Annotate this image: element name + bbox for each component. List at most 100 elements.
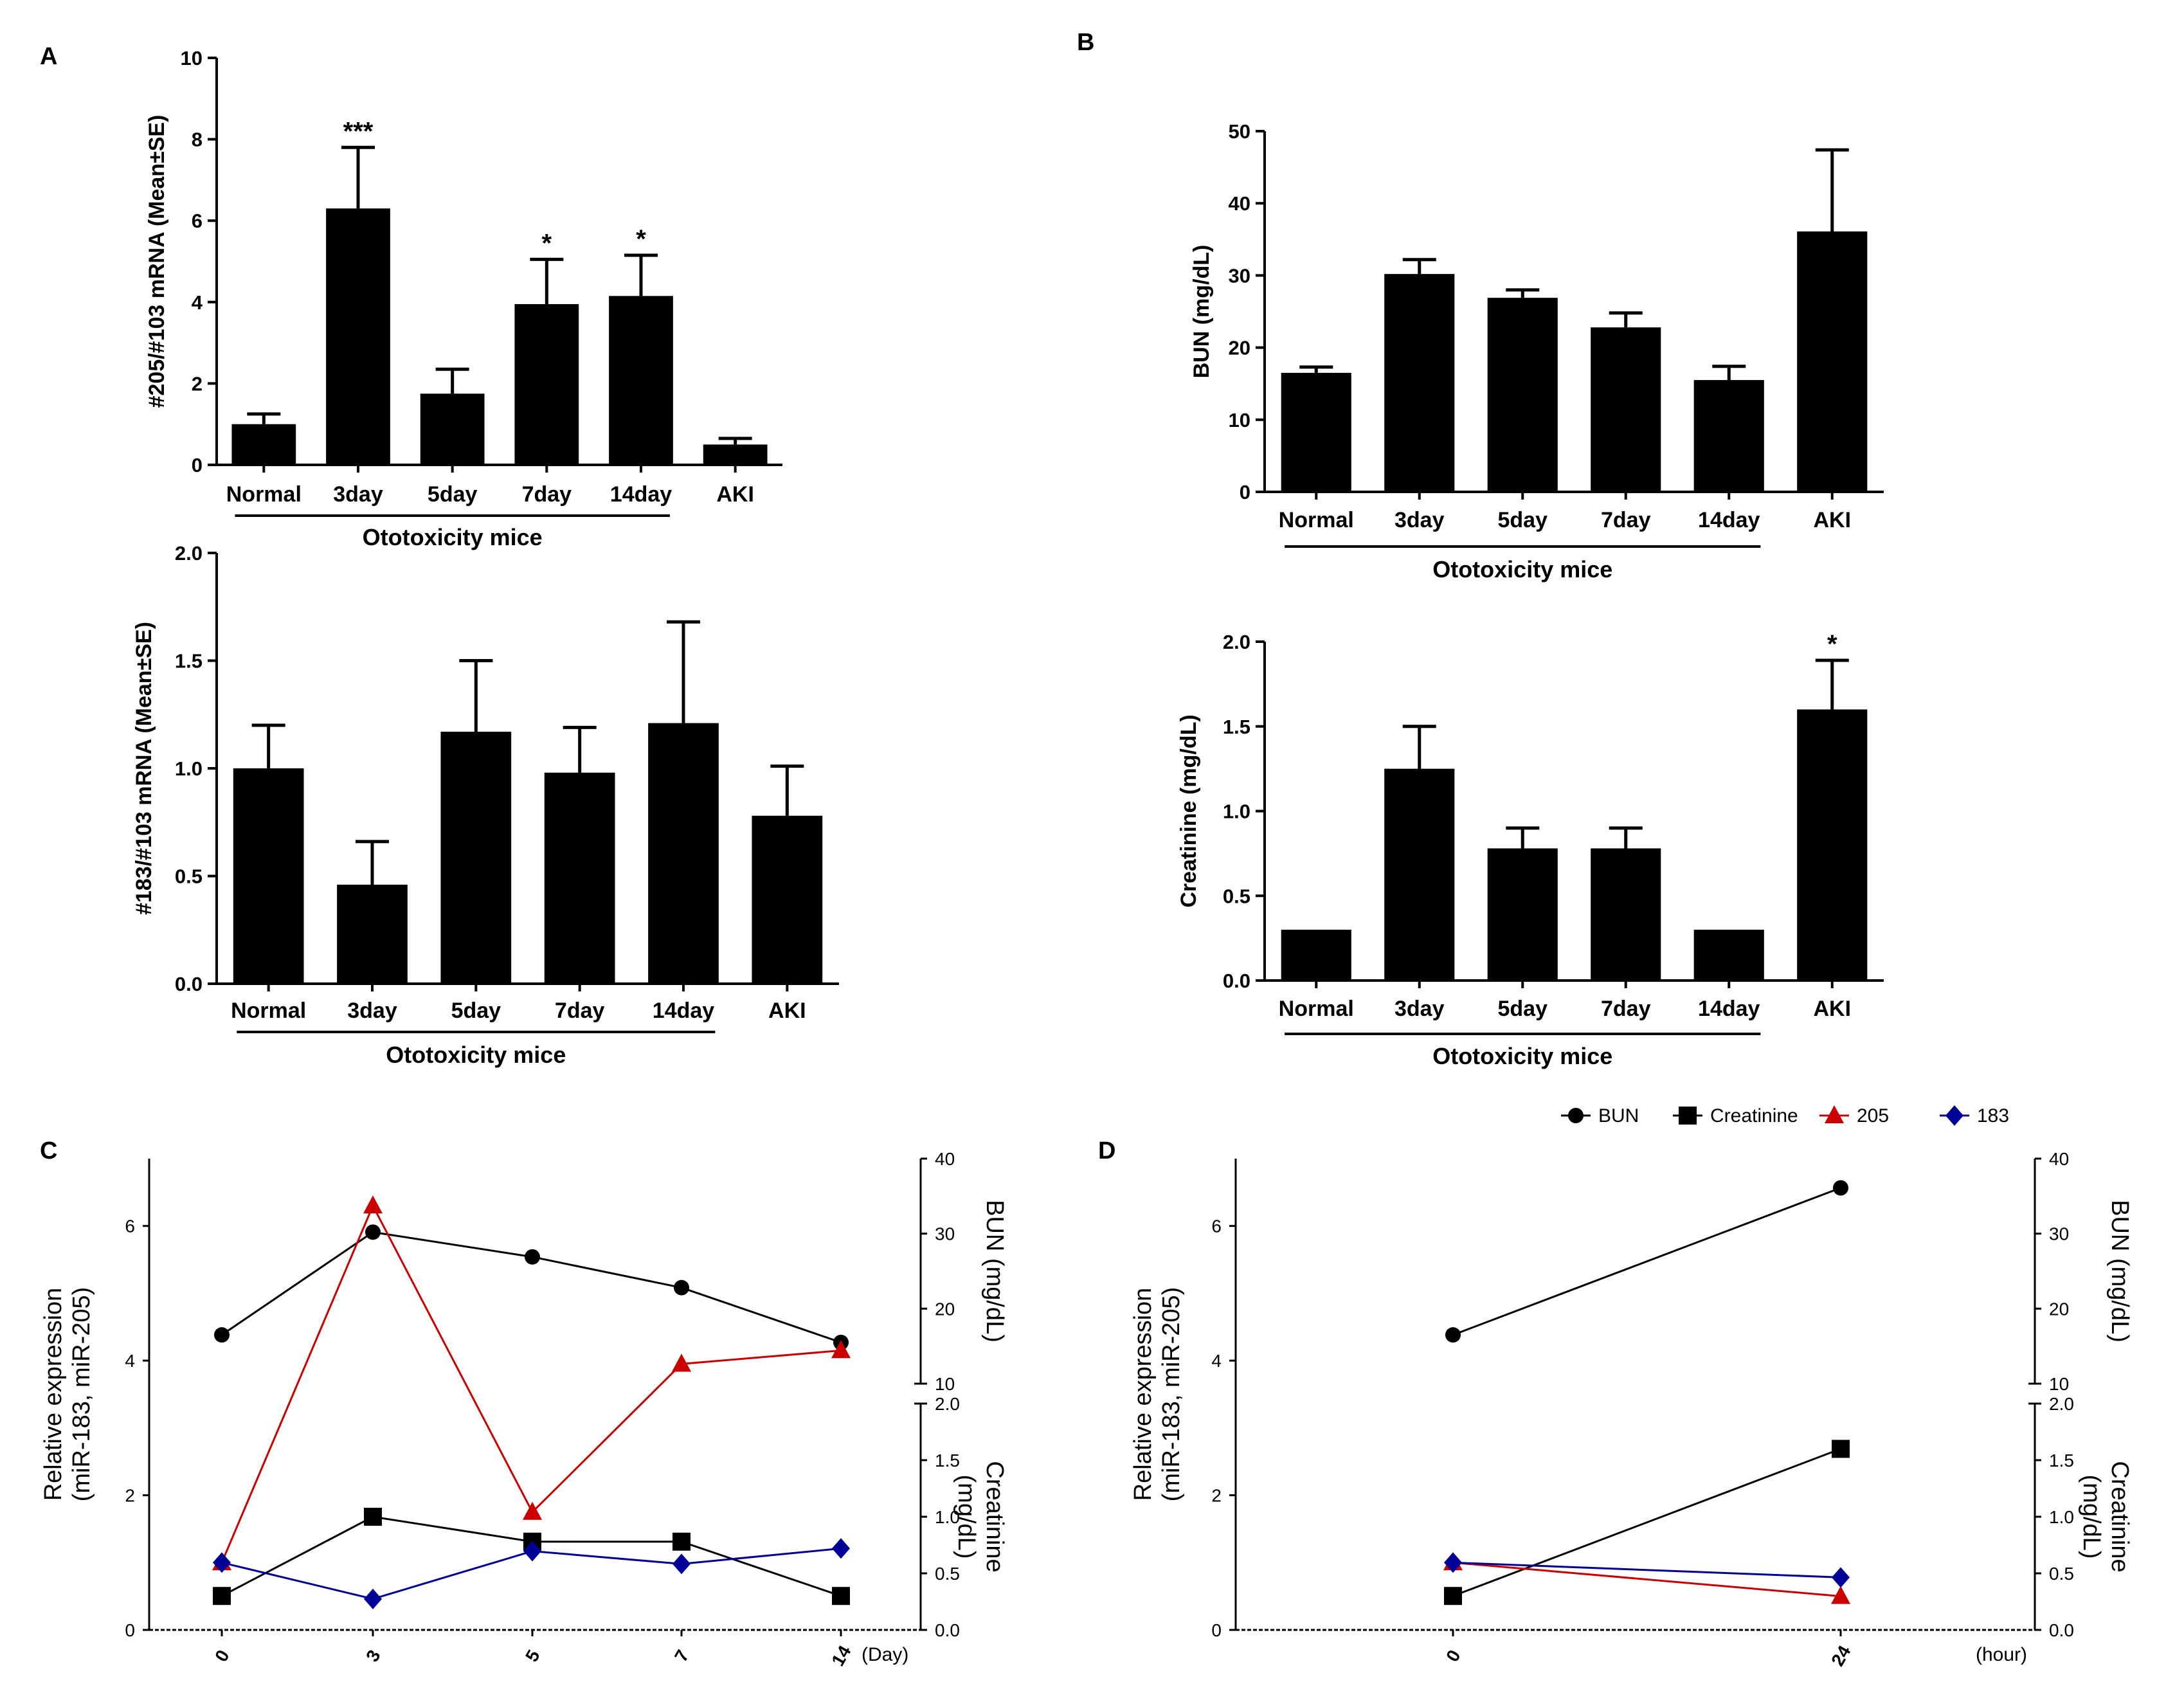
significance-mark: * bbox=[1827, 630, 1837, 658]
point-BUN bbox=[674, 1280, 689, 1296]
y-tick-label: 0 bbox=[1240, 481, 1250, 503]
left-axis-title: Relative expression bbox=[40, 1288, 67, 1501]
right-top-tick-label: 40 bbox=[935, 1149, 955, 1169]
y-tick-label: 2.0 bbox=[175, 542, 203, 565]
point-BUN bbox=[214, 1327, 230, 1343]
legend-label: BUN bbox=[1598, 1105, 1639, 1126]
right-top-tick-label: 30 bbox=[2049, 1224, 2069, 1244]
x-unit-label: (Day) bbox=[862, 1644, 908, 1665]
point-183 bbox=[832, 1538, 850, 1559]
y-axis-title: #183/#103 mRNA (Mean±SE) bbox=[132, 622, 156, 915]
bar-5day bbox=[1487, 298, 1558, 492]
category-label: AKI bbox=[768, 999, 806, 1023]
point-205 bbox=[363, 1195, 383, 1214]
bar-14day bbox=[648, 723, 719, 984]
y-axis-title: Creatinine (mg/dL) bbox=[1177, 714, 1201, 907]
right-top-tick-label: 10 bbox=[2049, 1374, 2069, 1394]
significance-mark: *** bbox=[343, 117, 374, 145]
category-label: 7day bbox=[1601, 508, 1651, 532]
bar-3day bbox=[337, 884, 408, 984]
y-tick-label: 6 bbox=[192, 210, 203, 232]
category-label: 3day bbox=[333, 482, 383, 507]
y-axis-title: #205/#103 mRNA (Mean±SE) bbox=[145, 115, 169, 408]
bar-Normal bbox=[1281, 929, 1351, 981]
y-tick-label: 40 bbox=[1229, 192, 1250, 215]
left-tick-label: 2 bbox=[1211, 1486, 1222, 1506]
left-axis-title: (miR-183, miR-205) bbox=[1158, 1287, 1185, 1502]
panel-letter-B: B bbox=[1077, 29, 1094, 56]
x-tick-label: 0 bbox=[1442, 1647, 1465, 1665]
x-tick-label: 0 bbox=[211, 1647, 233, 1665]
bar-AKI bbox=[752, 815, 823, 984]
right-bottom-axis-title: Creatinine bbox=[2106, 1461, 2133, 1572]
right-top-tick-label: 10 bbox=[935, 1374, 955, 1394]
bar-7day bbox=[514, 303, 579, 465]
significance-mark: * bbox=[542, 229, 552, 257]
bar-14day bbox=[609, 296, 673, 465]
group-label: Ototoxicity mice bbox=[363, 524, 543, 550]
point-Creatinine bbox=[364, 1508, 382, 1526]
left-axis-title: (miR-183, miR-205) bbox=[68, 1287, 95, 1502]
legend: BUN Creatinine 205 183 bbox=[1561, 1105, 2009, 1126]
y-tick-label: 2.0 bbox=[1223, 631, 1250, 653]
category-label: Normal bbox=[1279, 508, 1354, 532]
panel-letter-A: A bbox=[40, 43, 57, 70]
right-bottom-tick-label: 1.5 bbox=[2049, 1451, 2074, 1470]
point-183 bbox=[213, 1552, 231, 1573]
line-chart-C: 0 2 4 6 Relative expression (miR-183, miR-205… bbox=[40, 1137, 1008, 1669]
significance-mark: * bbox=[636, 225, 646, 253]
y-tick-label: 4 bbox=[192, 291, 203, 314]
category-label: AKI bbox=[716, 482, 754, 507]
legend-marker-205 bbox=[1825, 1105, 1844, 1123]
bar-7day bbox=[1591, 848, 1661, 981]
category-label: Normal bbox=[231, 999, 306, 1023]
y-tick-label: 0 bbox=[192, 454, 203, 476]
point-183 bbox=[1832, 1567, 1850, 1588]
series-line-BUN bbox=[221, 1231, 842, 1344]
legend-marker-183 bbox=[1945, 1105, 1963, 1126]
bar-AKI bbox=[1797, 709, 1868, 981]
bar-5day bbox=[420, 393, 485, 465]
point-183 bbox=[672, 1553, 690, 1575]
series-line-Creatinine bbox=[1452, 1447, 1841, 1597]
right-bottom-tick-label: 0.0 bbox=[2049, 1620, 2074, 1640]
y-tick-label: 0.0 bbox=[175, 973, 203, 995]
point-205 bbox=[523, 1501, 542, 1520]
category-label: 5day bbox=[451, 999, 501, 1023]
category-label: 14day bbox=[653, 999, 714, 1023]
bar-3day bbox=[326, 208, 390, 465]
panel-letter-D: D bbox=[1098, 1137, 1115, 1164]
right-bottom-axis-title: (mg/dL) bbox=[2078, 1475, 2105, 1559]
bar-Normal bbox=[1281, 372, 1351, 492]
series-line-205 bbox=[1452, 1561, 1841, 1598]
point-BUN bbox=[525, 1249, 540, 1265]
y-tick-label: 50 bbox=[1229, 120, 1250, 143]
right-bottom-tick-label: 1.0 bbox=[2049, 1507, 2074, 1527]
point-183 bbox=[364, 1588, 382, 1609]
category-label: 7day bbox=[555, 999, 605, 1023]
x-tick-label: 5 bbox=[521, 1647, 544, 1665]
right-bottom-tick-label: 2.0 bbox=[2049, 1394, 2074, 1414]
category-label: 5day bbox=[1498, 508, 1548, 532]
panel-letter-C: C bbox=[40, 1137, 57, 1164]
left-tick-label: 4 bbox=[125, 1351, 135, 1371]
right-bottom-axis-title: (mg/dL) bbox=[953, 1475, 980, 1559]
x-tick-label: 24 bbox=[1827, 1642, 1855, 1670]
y-tick-label: 1.0 bbox=[1223, 800, 1250, 823]
legend-marker-BUN bbox=[1568, 1108, 1584, 1123]
bar-chart-A-top: 0 2 4 6 8 10 #205/#103 mRNA (Mean±SE) Normal 3da… bbox=[40, 43, 782, 550]
bar-3day bbox=[1384, 274, 1455, 492]
legend-marker-Creatinine bbox=[1679, 1107, 1697, 1125]
bar-chart-B-top: 0 10 20 30 40 50 BUN (mg/dL) Normal 3day 5day 7day… bbox=[1077, 29, 1884, 583]
left-tick-label: 6 bbox=[125, 1216, 135, 1236]
y-tick-label: 30 bbox=[1229, 264, 1250, 287]
y-tick-label: 10 bbox=[181, 47, 203, 69]
bar-chart-B-bottom: 0.0 0.5 1.0 1.5 2.0 Creatinine (mg/dL) Normal 3… bbox=[1177, 630, 1884, 1069]
point-183 bbox=[1444, 1552, 1462, 1573]
y-tick-label: 0.5 bbox=[1223, 885, 1250, 907]
category-label: 7day bbox=[1601, 997, 1651, 1021]
category-label: AKI bbox=[1813, 508, 1851, 532]
point-BUN bbox=[1833, 1180, 1848, 1196]
